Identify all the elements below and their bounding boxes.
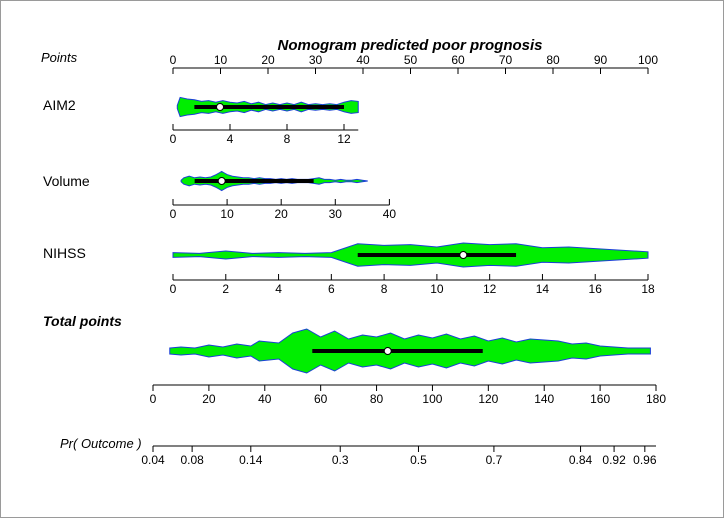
probability-tick-label: 0.14 [239,453,263,467]
points-axis-tick-label: 0 [170,53,177,67]
row-nihss-tick-label: 16 [589,282,603,296]
row-nihss-tick-label: 18 [641,282,655,296]
row-volume-tick-label: 40 [383,207,397,221]
total-points-tick-label: 40 [258,392,272,406]
row-nihss-tick-label: 8 [381,282,388,296]
total-points-label: Total points [43,313,122,329]
row-nihss-tick-label: 10 [430,282,444,296]
row-nihss-tick-label: 14 [536,282,550,296]
row-nihss-median-point [459,251,468,259]
total-points-tick-label: 0 [150,392,157,406]
row-nihss-tick-label: 0 [170,282,177,296]
points-axis-tick-label: 30 [309,53,323,67]
row-volume-tick-label: 10 [220,207,234,221]
row-volume-tick-label: 20 [275,207,289,221]
probability-axis-label: Pr( Outcome ) [60,436,142,451]
total-points-tick-label: 140 [534,392,554,406]
probability-tick-label: 0.96 [633,453,657,467]
points-axis-tick-label: 50 [404,53,418,67]
row-aim2-tick-label: 4 [227,132,234,146]
probability-tick-label: 0.08 [180,453,204,467]
probability-tick-label: 0.84 [569,453,593,467]
total-points-tick-label: 20 [202,392,216,406]
row-aim2-tick-label: 12 [337,132,351,146]
row-volume-tick-label: 0 [170,207,177,221]
probability-tick-label: 0.7 [486,453,503,467]
row-label-volume: Volume [43,173,90,189]
total-points-tick-label: 180 [646,392,666,406]
row-aim2-tick-label: 8 [284,132,291,146]
total-points-tick-label: 60 [314,392,328,406]
probability-tick-label: 0.04 [141,453,165,467]
points-axis-tick-label: 80 [546,53,560,67]
points-axis-tick-label: 100 [638,53,658,67]
total-points-tick-label: 100 [422,392,442,406]
probability-tick-label: 0.5 [410,453,427,467]
row-label-aim2: AIM2 [43,97,76,113]
row-nihss-tick-label: 4 [275,282,282,296]
row-aim2-tick-label: 0 [170,132,177,146]
total-points-tick-label: 120 [478,392,498,406]
total-points-median-point [383,347,392,355]
points-axis-tick-label: 10 [214,53,228,67]
row-volume-median-point [217,177,226,185]
probability-tick-label: 0.3 [332,453,349,467]
row-nihss-tick-label: 2 [222,282,229,296]
points-axis-tick-label: 20 [261,53,275,67]
points-axis-tick-label: 40 [356,53,370,67]
probability-tick-label: 0.92 [602,453,626,467]
points-axis-tick-label: 90 [594,53,608,67]
points-axis-tick-label: 70 [499,53,513,67]
total-points-tick-label: 160 [590,392,610,406]
chart-title: Nomogram predicted poor prognosis [277,37,542,54]
row-nihss-tick-label: 12 [483,282,497,296]
row-nihss-tick-label: 6 [328,282,335,296]
row-label-nihss: NIHSS [43,245,86,261]
points-axis-tick-label: 60 [451,53,465,67]
row-aim2-median-point [216,103,225,111]
points-axis-label: Points [41,50,78,65]
total-points-tick-label: 80 [370,392,384,406]
row-volume-tick-label: 30 [329,207,343,221]
